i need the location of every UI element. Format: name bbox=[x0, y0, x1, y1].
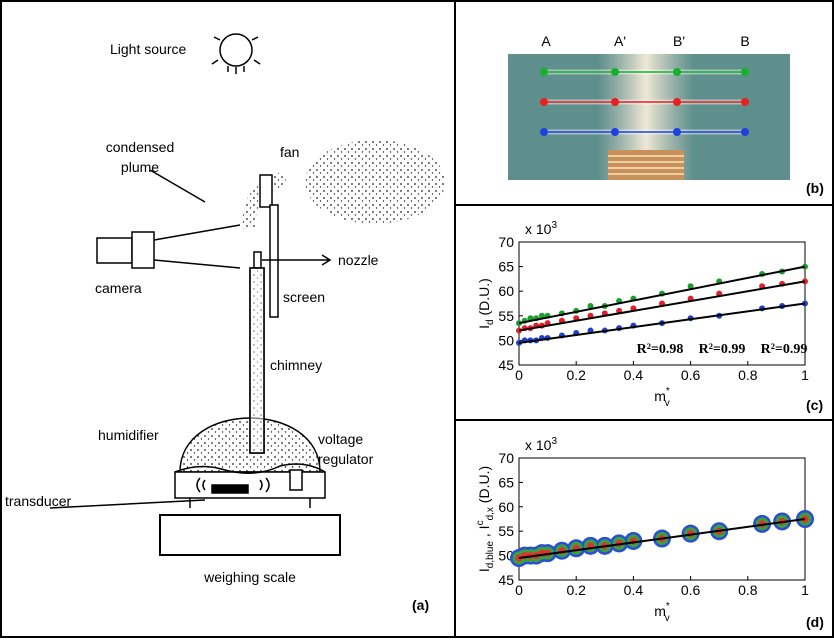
scale-exp: 3 bbox=[551, 436, 557, 447]
diagram-labels: Light source condensed plume fan camera … bbox=[5, 41, 429, 613]
y-tick-label: 60 bbox=[498, 283, 514, 299]
scale-label: x 103 bbox=[525, 436, 557, 453]
label: humidifier bbox=[98, 427, 159, 443]
panel-tag: (d) bbox=[806, 614, 824, 630]
x-tick-label: 0.6 bbox=[681, 367, 701, 383]
y-label-part: , I bbox=[476, 525, 492, 541]
x-tick-label: 0.2 bbox=[566, 367, 586, 383]
x-label-sub: v bbox=[665, 613, 670, 624]
label: nozzle bbox=[338, 252, 379, 268]
label: Light source bbox=[110, 41, 186, 57]
y-tick-label: 70 bbox=[498, 234, 514, 250]
label: weighing scale bbox=[203, 569, 296, 585]
y-label-part: d,blue bbox=[485, 541, 496, 569]
point bbox=[538, 312, 545, 319]
scale-label: x 103 bbox=[525, 220, 557, 237]
scale-base: x 10 bbox=[525, 221, 552, 237]
label: transducer bbox=[5, 493, 71, 509]
x-tick-label: 0.2 bbox=[566, 582, 586, 598]
y-tick-label: 45 bbox=[498, 572, 514, 588]
x-label-sup: * bbox=[666, 386, 670, 397]
position-label: B bbox=[740, 33, 749, 49]
y-label-part: (D.U.) bbox=[476, 466, 492, 507]
r-squared: R²=0.99 bbox=[761, 342, 808, 357]
panel-tag: (c) bbox=[806, 397, 823, 413]
point bbox=[687, 283, 694, 290]
r-squared: R²=0.99 bbox=[699, 342, 746, 357]
y-tick-label: 50 bbox=[498, 332, 514, 348]
position-label: B' bbox=[673, 33, 685, 49]
y-label-part: (D.U.) bbox=[476, 278, 492, 319]
r-squared: R²=0.98 bbox=[637, 342, 684, 357]
point bbox=[587, 302, 594, 309]
x-tick-label: 1 bbox=[801, 367, 809, 383]
x-tick-label: 0.6 bbox=[681, 582, 701, 598]
panel-tag: (a) bbox=[412, 597, 429, 613]
y-tick-label: 65 bbox=[498, 474, 514, 490]
x-label-sub: v bbox=[665, 398, 670, 409]
x-tick-label: 0 bbox=[515, 582, 523, 598]
label: screen bbox=[283, 289, 325, 305]
y-label-part: d,x bbox=[485, 507, 496, 520]
x-tick-label: 0.4 bbox=[624, 582, 644, 598]
photo: A A' B' B (b) bbox=[508, 33, 824, 196]
y-tick-label: 45 bbox=[498, 357, 514, 373]
y-label-part: I bbox=[476, 325, 492, 329]
panel-tag: (b) bbox=[806, 180, 824, 196]
y-axis-label: Id (D.U.) bbox=[476, 278, 496, 329]
position-label: A bbox=[541, 33, 551, 49]
label: plume bbox=[121, 159, 159, 175]
scale-exp: 3 bbox=[551, 220, 557, 231]
x-axis-label: m* v bbox=[654, 601, 670, 624]
y-tick-label: 60 bbox=[498, 499, 514, 515]
fit-line bbox=[518, 302, 806, 344]
x-tick-label: 0.4 bbox=[624, 367, 644, 383]
x-label-sup: * bbox=[666, 601, 670, 612]
fit-line bbox=[518, 280, 806, 332]
y-label-part: I bbox=[476, 568, 492, 572]
y-tick-label: 55 bbox=[498, 523, 514, 539]
label: voltage bbox=[318, 431, 363, 447]
label: fan bbox=[280, 144, 299, 160]
x-tick-label: 0.8 bbox=[738, 582, 758, 598]
y-label-part: d bbox=[485, 319, 496, 325]
label: camera bbox=[95, 280, 142, 296]
x-label-base: m bbox=[654, 388, 666, 404]
x-label-base: m bbox=[654, 603, 666, 619]
fit-line bbox=[518, 518, 806, 560]
x-axis-label: m* v bbox=[654, 386, 670, 409]
y-axis-label: Id,blue , Icd,x (D.U.) bbox=[475, 466, 496, 572]
setup-diagram bbox=[49, 33, 445, 556]
y-tick-label: 70 bbox=[498, 450, 514, 466]
y-tick-label: 65 bbox=[498, 259, 514, 275]
position-label: A' bbox=[614, 33, 626, 49]
y-label-part: c bbox=[475, 520, 486, 525]
label: condensed bbox=[106, 139, 175, 155]
x-tick-label: 1 bbox=[801, 582, 809, 598]
y-tick-label: 55 bbox=[498, 308, 514, 324]
label: chimney bbox=[270, 357, 322, 373]
fit-line bbox=[518, 265, 806, 325]
x-tick-label: 0 bbox=[515, 367, 523, 383]
x-tick-label: 0.8 bbox=[738, 367, 758, 383]
label: regulator bbox=[318, 451, 374, 467]
scale-base: x 10 bbox=[525, 437, 552, 453]
